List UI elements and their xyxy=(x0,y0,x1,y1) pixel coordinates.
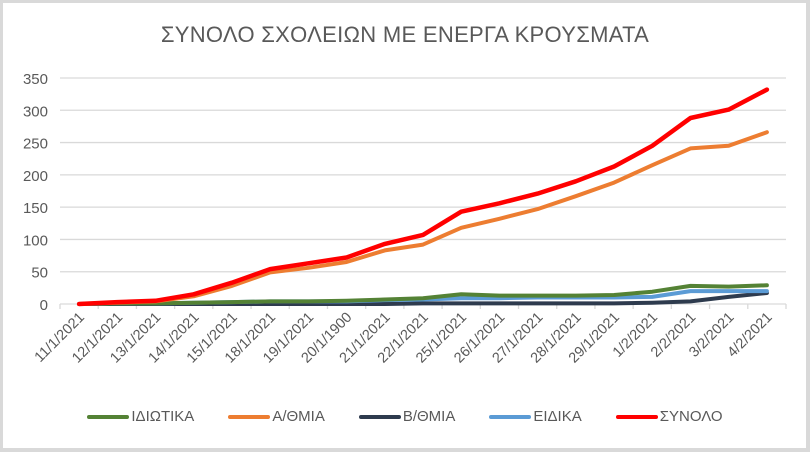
legend-line-icon xyxy=(358,414,401,419)
legend-line-icon xyxy=(615,414,658,419)
y-tick-label: 50 xyxy=(31,265,48,282)
legend-line-icon xyxy=(228,414,271,419)
y-tick-label: 250 xyxy=(23,136,48,153)
series-line-5 xyxy=(76,87,770,307)
legend-line-icon xyxy=(87,414,130,419)
legend-item: Β/ΘΜΙΑ xyxy=(358,408,456,425)
legend: ΙΔΙΩΤΙΚΑ Α/ΘΜΙΑ Β/ΘΜΙΑ ΕΙΔΙΚΑ ΣΥΝΟΛΟ xyxy=(0,408,810,425)
legend-label: ΕΙΔΙΚΑ xyxy=(533,408,582,425)
legend-label: ΣΥΝΟΛΟ xyxy=(659,408,723,425)
legend-item: ΣΥΝΟΛΟ xyxy=(615,408,723,425)
y-tick-label: 350 xyxy=(23,71,48,88)
y-tick-label: 150 xyxy=(23,200,48,217)
series-line-2 xyxy=(77,130,769,306)
legend-label: Α/ΘΜΙΑ xyxy=(272,408,325,425)
y-tick-label: 100 xyxy=(23,232,48,249)
legend-item: Α/ΘΜΙΑ xyxy=(228,408,325,425)
y-tick-label: 0 xyxy=(40,297,48,314)
y-tick-label: 300 xyxy=(23,103,48,120)
legend-label: Β/ΘΜΙΑ xyxy=(402,408,456,425)
legend-item: ΙΔΙΩΤΙΚΑ xyxy=(87,408,194,425)
legend-line-icon xyxy=(489,414,532,419)
y-tick-label: 200 xyxy=(23,168,48,185)
legend-label: ΙΔΙΩΤΙΚΑ xyxy=(131,408,195,425)
chart-title: ΣΥΝΟΛΟ ΣΧΟΛΕΙΩΝ ΜΕ ΕΝΕΡΓΑ ΚΡΟΥΣΜΑΤΑ xyxy=(160,22,650,47)
series-line-1 xyxy=(77,283,769,306)
legend-item: ΕΙΔΙΚΑ xyxy=(489,408,582,425)
chart-frame xyxy=(3,3,806,448)
